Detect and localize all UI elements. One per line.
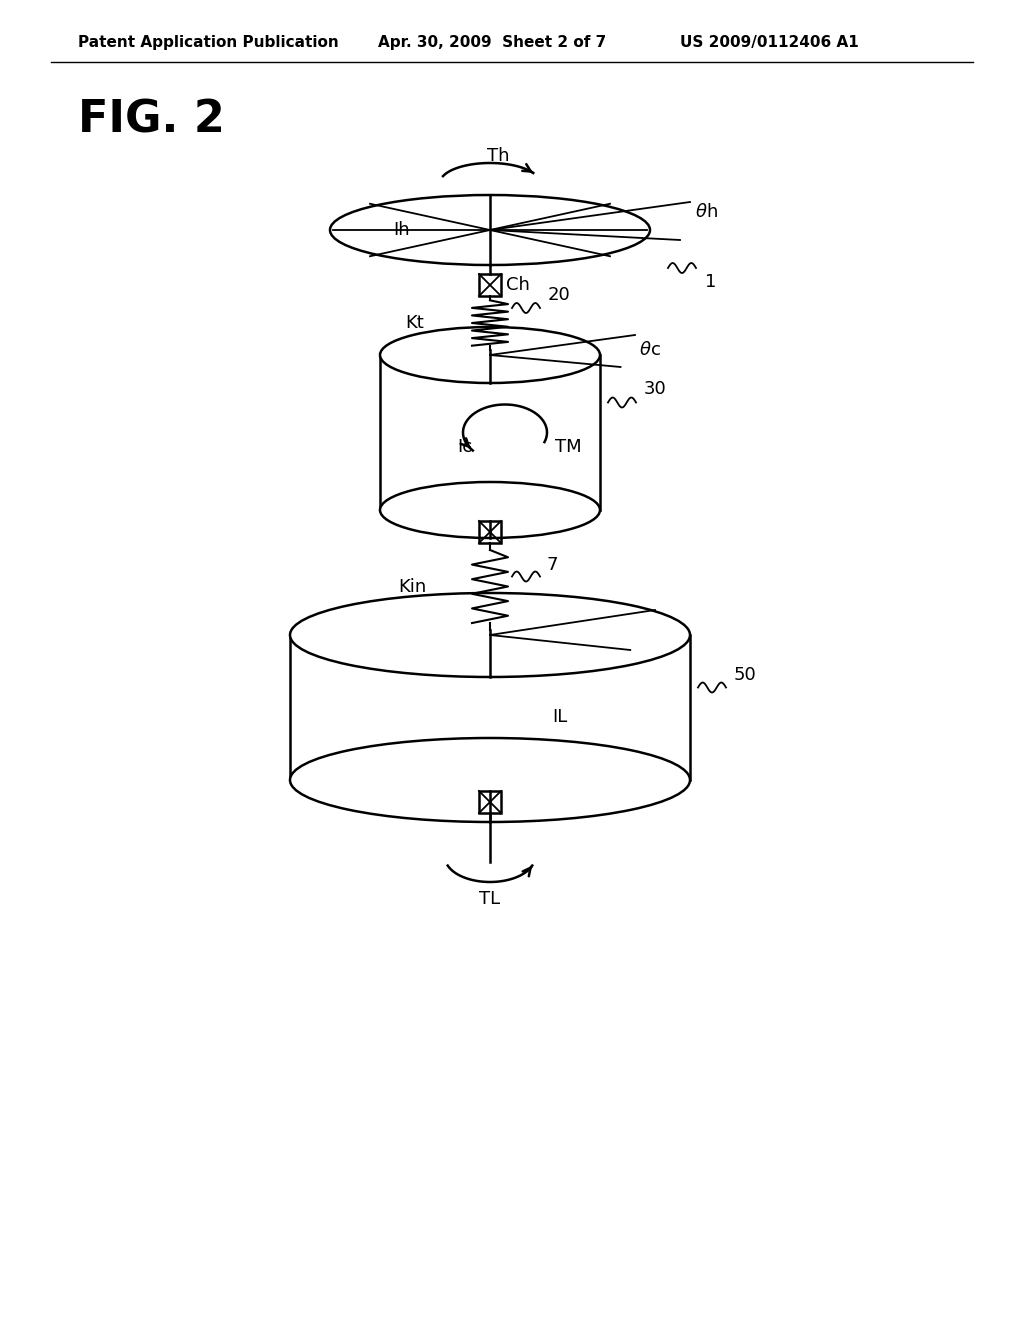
Text: Patent Application Publication: Patent Application Publication bbox=[78, 36, 339, 50]
Text: Apr. 30, 2009  Sheet 2 of 7: Apr. 30, 2009 Sheet 2 of 7 bbox=[378, 36, 606, 50]
Text: CL: CL bbox=[506, 793, 528, 810]
Bar bbox=[479, 275, 501, 296]
Text: US 2009/0112406 A1: US 2009/0112406 A1 bbox=[680, 36, 859, 50]
Text: $\theta$c: $\theta$c bbox=[639, 341, 660, 359]
Text: Ic: Ic bbox=[458, 438, 472, 457]
Text: TL: TL bbox=[479, 890, 501, 908]
Ellipse shape bbox=[290, 738, 690, 822]
Bar bbox=[479, 791, 501, 813]
Text: 50: 50 bbox=[734, 667, 757, 685]
Text: TM: TM bbox=[555, 438, 582, 457]
Text: Ch: Ch bbox=[506, 276, 529, 294]
Ellipse shape bbox=[380, 482, 600, 539]
Text: 20: 20 bbox=[548, 286, 570, 304]
Text: 30: 30 bbox=[644, 380, 667, 399]
Ellipse shape bbox=[330, 195, 650, 265]
Ellipse shape bbox=[290, 593, 690, 677]
Text: FIG. 2: FIG. 2 bbox=[78, 99, 225, 141]
Text: Cc: Cc bbox=[506, 523, 528, 541]
Text: Kt: Kt bbox=[406, 314, 424, 333]
Text: IL: IL bbox=[552, 709, 567, 726]
Text: $\theta$h: $\theta$h bbox=[695, 203, 718, 220]
Text: 7: 7 bbox=[546, 556, 557, 573]
Text: $\theta$L: $\theta$L bbox=[659, 620, 682, 639]
Text: Th: Th bbox=[486, 147, 509, 165]
Text: Ih: Ih bbox=[393, 220, 411, 239]
Text: Kin: Kin bbox=[398, 578, 426, 595]
Ellipse shape bbox=[380, 327, 600, 383]
Bar bbox=[479, 521, 501, 543]
Text: 1: 1 bbox=[705, 273, 717, 290]
